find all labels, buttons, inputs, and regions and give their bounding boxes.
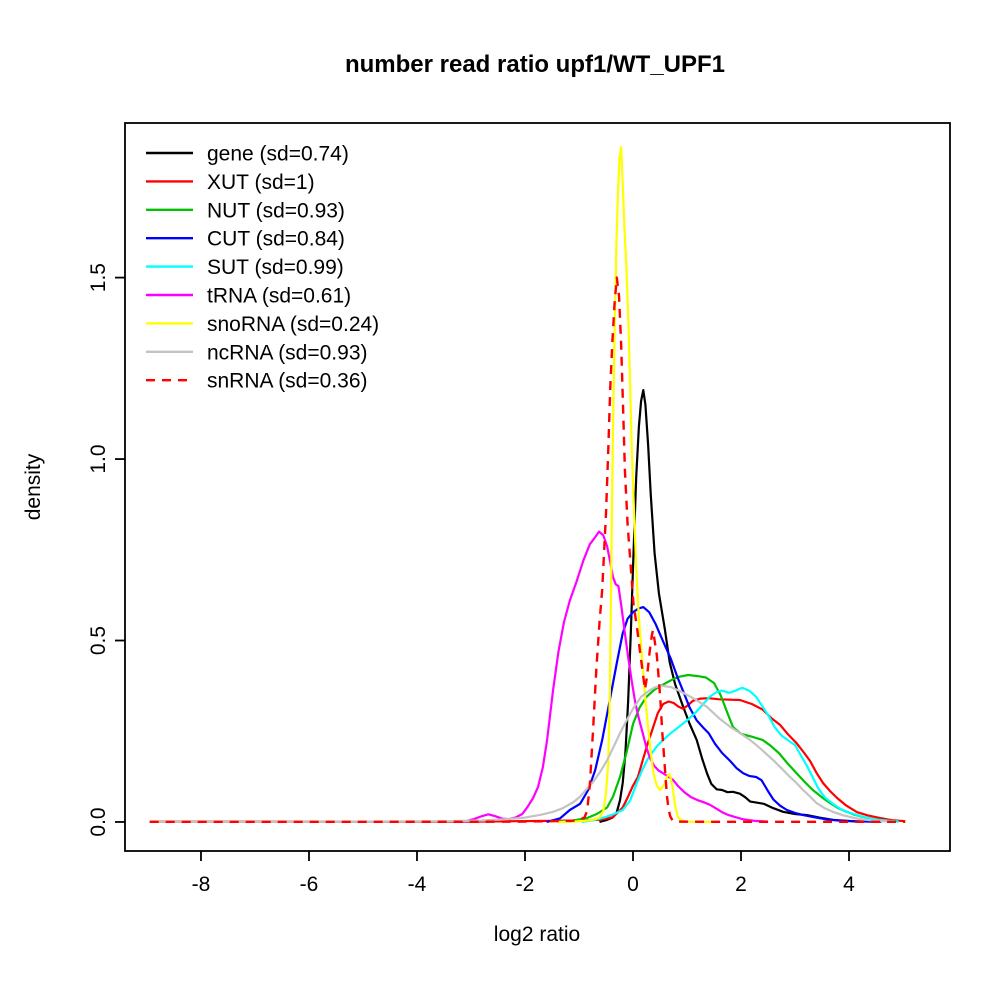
legend-item-tRNA: tRNA (sd=0.61) — [146, 285, 351, 308]
x-axis-label: log2 ratio — [494, 923, 580, 946]
legend-label-tRNA: tRNA (sd=0.61) — [207, 285, 351, 308]
plot-border — [124, 122, 951, 852]
curve-gene — [599, 389, 860, 824]
curve-XUT — [149, 697, 906, 823]
curve-snRNA — [149, 276, 906, 823]
legend-item-snoRNA: snoRNA (sd=0.24) — [146, 313, 379, 336]
legend-item-gene: gene (sd=0.74) — [146, 143, 349, 166]
legend: gene (sd=0.74) XUT (sd=1) NUT (sd=0.93) CUT… — [146, 143, 379, 393]
curve-SUT — [581, 686, 899, 824]
legend-label-XUT: XUT (sd=1) — [207, 171, 315, 194]
legend-label-gene: gene (sd=0.74) — [207, 143, 349, 166]
y-tick-label: 1.5 — [87, 263, 110, 292]
y-tick-label: 0.5 — [87, 626, 110, 655]
legend-label-NUT: NUT (sd=0.93) — [207, 199, 345, 222]
x-tick-label: 2 — [735, 873, 747, 896]
x-tick-label: -4 — [408, 873, 427, 896]
legend-item-snRNA: snRNA (sd=0.36) — [146, 370, 368, 393]
x-tick-label: 0 — [627, 873, 639, 896]
legend-item-NUT: NUT (sd=0.93) — [146, 199, 345, 222]
legend-item-SUT: SUT (sd=0.99) — [146, 256, 344, 279]
x-tick-label: -8 — [192, 873, 211, 896]
y-axis-label: density — [22, 453, 45, 520]
legend-item-XUT: XUT (sd=1) — [146, 171, 315, 194]
curves-group — [149, 145, 906, 824]
chart-title: number read ratio upf1/WT_UPF1 — [345, 51, 725, 78]
legend-label-snRNA: snRNA (sd=0.36) — [207, 370, 368, 393]
legend-item-ncRNA: ncRNA (sd=0.93) — [146, 341, 368, 364]
x-tick-label: -6 — [300, 873, 319, 896]
y-tick-label: 0.0 — [87, 807, 110, 836]
legend-label-ncRNA: ncRNA (sd=0.93) — [207, 341, 368, 364]
y-tick-label: 1.0 — [87, 444, 110, 473]
legend-item-CUT: CUT (sd=0.84) — [146, 228, 345, 251]
x-tick-label: 4 — [843, 873, 855, 896]
curve-tRNA — [462, 530, 769, 824]
legend-label-CUT: CUT (sd=0.84) — [207, 228, 345, 251]
x-tick-label: -2 — [516, 873, 535, 896]
legend-label-SUT: SUT (sd=0.99) — [207, 256, 344, 279]
curve-ncRNA — [149, 684, 893, 823]
chart-layer: -8 -6 -4 -2 0 2 4 0.0 0.5 1.0 1.5 gene (sd=0.74) XUT… — [87, 122, 951, 896]
legend-label-snoRNA: snoRNA (sd=0.24) — [207, 313, 379, 336]
curve-snoRNA — [557, 145, 715, 824]
curve-CUT — [546, 605, 882, 824]
